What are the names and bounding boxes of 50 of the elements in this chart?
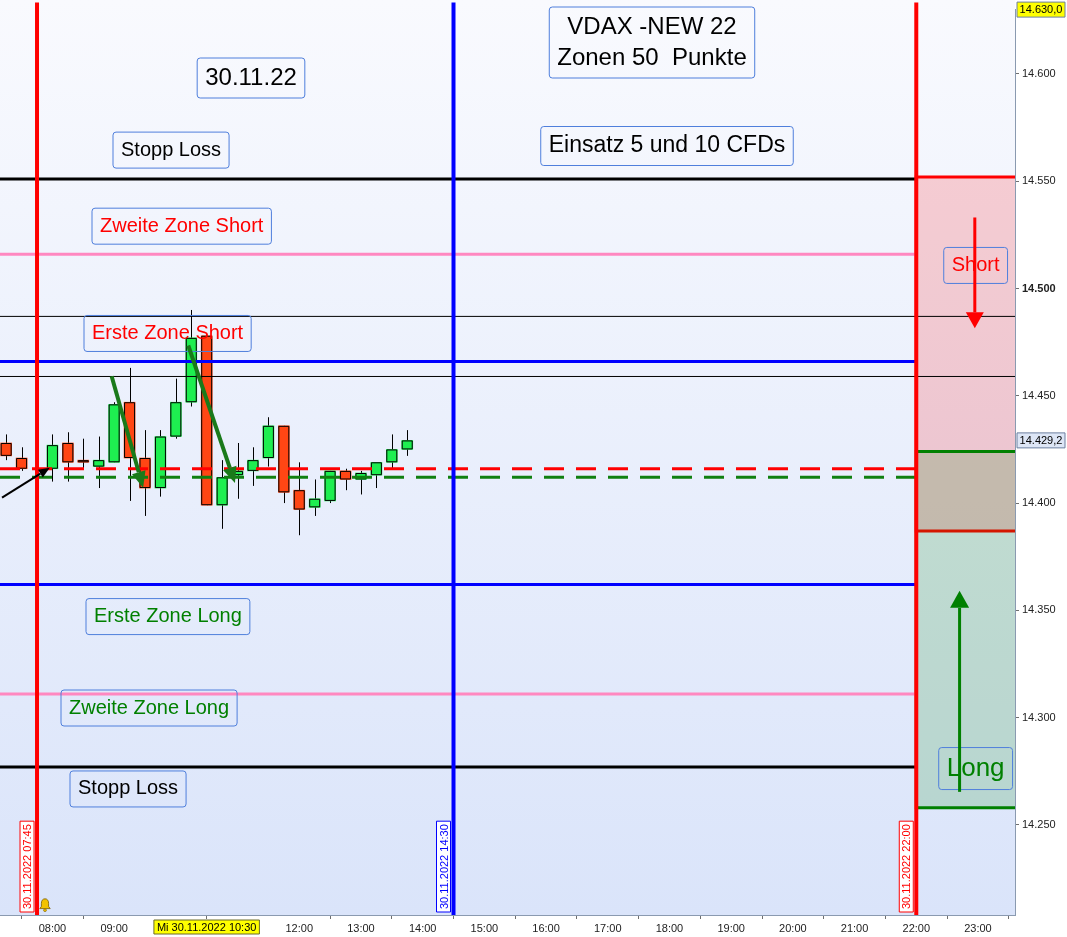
candlestick	[339, 468, 352, 491]
ref-line-label: Stopp Loss	[121, 137, 222, 160]
ref-line-label: Zweite Zone Long	[68, 695, 230, 718]
x-tick-label: 20:00	[779, 921, 807, 934]
ref-line-label: Zweite Zone Short	[99, 213, 264, 236]
y-tick-label: 14.600	[1022, 67, 1056, 79]
candlestick	[401, 429, 414, 457]
x-tick-label: 17:00	[594, 921, 622, 934]
text: 14.630,0	[1019, 3, 1063, 16]
x-tick-label: 15:00	[470, 921, 499, 934]
y-tick-label: 14.450	[1022, 388, 1056, 401]
ref-line-label: Erste Zone Short	[92, 320, 244, 343]
ref-line-label: 30.11.2022 07:45	[21, 824, 34, 909]
text: 14.429,2	[1019, 433, 1063, 446]
ref-line-label: 30.11.2022 14:30	[437, 824, 450, 909]
x-tick-label: 08:00	[38, 921, 67, 934]
candlestick	[62, 431, 74, 483]
text: Mi 30.11.2022 10:30	[156, 920, 257, 933]
x-tick-label: 14:00	[408, 921, 437, 934]
candlestick	[92, 436, 105, 489]
ref-line-label: Erste Zone Long	[94, 604, 242, 627]
x-tick-label: 22:00	[902, 921, 931, 934]
annotation: 30.11.22	[205, 62, 297, 90]
y-tick-label: 14.350	[1022, 603, 1056, 616]
candlestick	[0, 433, 12, 461]
chart-title: VDAX -NEW 22	[567, 11, 737, 39]
y-tick-label: 14.500	[1022, 281, 1056, 294]
ref-line-label: 30.11.2022 22:00	[900, 824, 913, 909]
candlestick	[77, 438, 90, 470]
candlestick	[15, 446, 28, 472]
x-tick-label: 09:00	[100, 921, 128, 934]
candlestick	[370, 461, 383, 489]
annotation: Einsatz 5 und 10 CFDs	[548, 131, 786, 158]
y-tick-label: 14.300	[1022, 710, 1056, 723]
y-tick-label: 14.550	[1022, 174, 1056, 187]
candlestick	[385, 433, 398, 470]
x-tick-label: 21:00	[840, 921, 869, 934]
x-tick-label: 12:00	[285, 921, 314, 934]
x-tick-label: 19:00	[717, 921, 745, 934]
candlestick	[308, 478, 321, 517]
y-tick-label: 14.250	[1022, 817, 1056, 830]
x-tick-label: 18:00	[655, 921, 684, 934]
candlestick	[247, 446, 259, 487]
text: Zonen 50 Punkte	[557, 42, 747, 70]
y-tick-label: 14.400	[1022, 496, 1056, 509]
ref-line-label: Stopp Loss	[78, 776, 179, 799]
x-tick-label: 13:00	[347, 921, 375, 934]
x-tick-label: 16:00	[532, 921, 560, 934]
x-tick-label: 23:00	[964, 921, 992, 934]
candlestick	[293, 461, 306, 536]
